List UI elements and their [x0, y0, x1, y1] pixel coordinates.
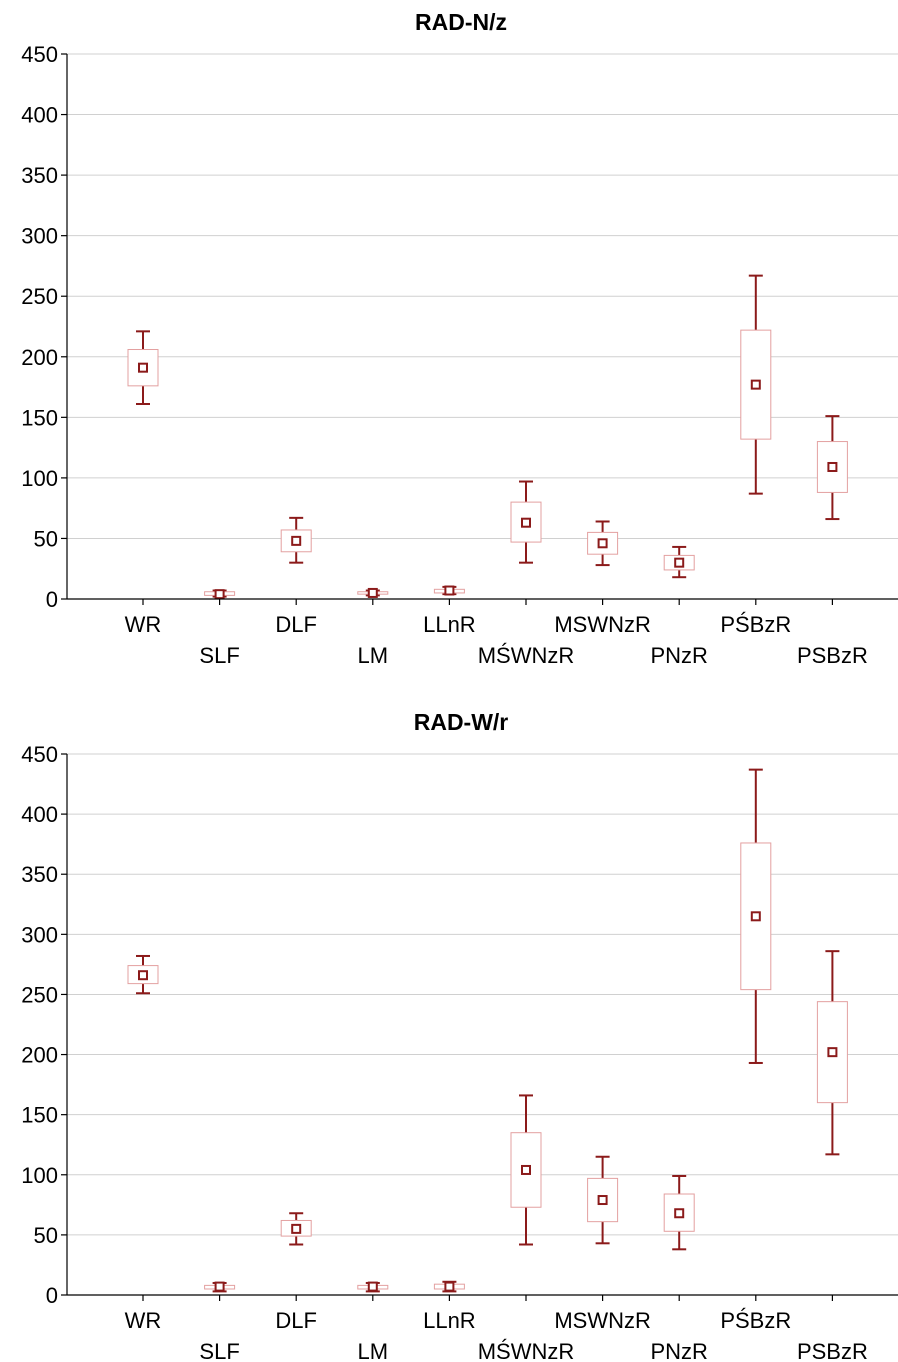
y-tick-label: 100 [21, 466, 58, 491]
box-plot-item [357, 1281, 389, 1293]
box-plot-item [280, 1212, 312, 1246]
category-label: PSBzR [797, 643, 868, 668]
chart-rad-nz: RAD-N/z 0 50 100 150 200 250 300 350 400 450 WR SLF… [21, 9, 898, 668]
chart-rad-wr: RAD-W/r 0 50 100 150 200 250 300 350 400 450 WR SLF… [21, 709, 898, 1362]
box-plot-item [663, 1174, 695, 1251]
category-label: LM [358, 1339, 389, 1362]
mean-marker [138, 362, 148, 373]
grid [67, 53, 898, 539]
y-tick-label: 250 [21, 284, 58, 309]
y-tick-label: 400 [21, 802, 58, 827]
box-plot-item [357, 587, 389, 598]
box-plot-item [663, 545, 695, 579]
mean-marker [674, 1208, 685, 1219]
box-plot-item [433, 1280, 465, 1293]
box-plot-item [587, 520, 619, 567]
y-tick-label: 300 [21, 922, 58, 947]
y-tick-label: 150 [21, 405, 58, 430]
y-tick-label: 450 [21, 742, 58, 767]
category-label: DLF [275, 612, 317, 637]
box-plot-item [127, 330, 159, 406]
y-tick-label: 450 [21, 42, 58, 67]
box-plot-item [204, 1281, 236, 1293]
y-tick-label: 100 [21, 1163, 58, 1188]
box-plot-item [816, 415, 848, 521]
y-tick-label: 350 [21, 862, 58, 887]
category-label: PNzR [650, 1339, 707, 1362]
category-label: MŚWNzR [478, 643, 575, 668]
box-plot-item [816, 950, 848, 1156]
category-label: WR [125, 612, 162, 637]
mean-marker [521, 517, 531, 528]
category-label: MSWNzR [554, 612, 651, 637]
y-tick-label: 400 [21, 103, 58, 128]
y-tick-label: 200 [21, 345, 58, 370]
box-plot-item [740, 768, 772, 1064]
box-plot-item [280, 516, 312, 564]
box-plot-item [204, 589, 236, 600]
chart-title: RAD-W/r [414, 709, 509, 735]
category-label: PSBzR [797, 1339, 868, 1362]
mean-marker [597, 1195, 608, 1206]
mean-marker [367, 1281, 378, 1292]
mean-marker [138, 970, 148, 981]
category-label: SLF [199, 1339, 239, 1362]
box-plot-item [510, 1094, 542, 1246]
category-label: LLnR [423, 1308, 476, 1333]
category-label: PNzR [650, 643, 707, 668]
mean-marker [444, 1281, 455, 1292]
labels: 0 50 100 150 200 250 300 350 400 450 WR SLF DLF LM LLn… [21, 742, 868, 1362]
mean-marker [750, 379, 761, 390]
y-tick-label: 50 [34, 1223, 58, 1248]
box-plot-item [587, 1155, 619, 1245]
mean-marker [827, 461, 838, 472]
box-plot-item [510, 480, 542, 564]
axes [61, 53, 898, 605]
category-label: DLF [275, 1308, 317, 1333]
mean-marker [597, 538, 608, 549]
y-tick-label: 200 [21, 1043, 58, 1068]
y-tick-label: 350 [21, 163, 58, 188]
y-tick-label: 50 [34, 526, 58, 551]
y-tick-label: 150 [21, 1103, 58, 1128]
labels: 0 50 100 150 200 250 300 350 400 450 WR SLF DLF LM LLn… [21, 42, 868, 668]
category-label: WR [125, 1308, 162, 1333]
mean-marker [214, 589, 225, 600]
mean-marker [674, 557, 685, 568]
chart-title: RAD-N/z [415, 9, 507, 35]
y-tick-label: 250 [21, 982, 58, 1007]
mean-marker [827, 1047, 838, 1058]
y-tick-label: 0 [46, 587, 58, 612]
boxes [127, 274, 848, 600]
mean-marker [291, 1223, 302, 1234]
mean-marker [291, 535, 302, 546]
mean-marker [521, 1164, 531, 1175]
y-tick-label: 0 [46, 1283, 58, 1308]
category-label: PŚBzR [720, 612, 791, 637]
grid [67, 753, 898, 1236]
axes [61, 753, 898, 1301]
mean-marker [444, 585, 455, 596]
mean-marker [367, 587, 378, 598]
category-label: LM [358, 643, 389, 668]
category-label: MŚWNzR [478, 1339, 575, 1362]
category-label: MSWNzR [554, 1308, 651, 1333]
boxes [127, 768, 848, 1293]
y-tick-label: 300 [21, 224, 58, 249]
box-plot-item [127, 954, 159, 995]
box-plot-item [740, 274, 772, 495]
category-label: SLF [199, 643, 239, 668]
mean-marker [750, 911, 761, 922]
box-plot-item [433, 585, 465, 596]
category-label: PŚBzR [720, 1308, 791, 1333]
mean-marker [214, 1281, 225, 1292]
category-label: LLnR [423, 612, 476, 637]
